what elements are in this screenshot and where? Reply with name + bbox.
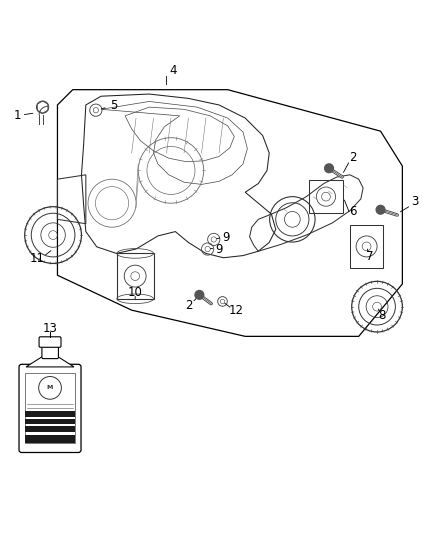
Text: 2: 2 bbox=[185, 300, 192, 312]
Text: 9: 9 bbox=[215, 244, 223, 256]
Text: 9: 9 bbox=[222, 231, 230, 244]
Text: 13: 13 bbox=[42, 322, 57, 335]
Circle shape bbox=[39, 376, 61, 399]
Text: 10: 10 bbox=[128, 286, 143, 299]
Polygon shape bbox=[26, 356, 74, 367]
Text: M: M bbox=[47, 385, 53, 390]
Text: 6: 6 bbox=[349, 205, 357, 219]
FancyBboxPatch shape bbox=[42, 344, 58, 359]
Text: 1: 1 bbox=[14, 109, 21, 123]
Text: 7: 7 bbox=[366, 250, 373, 263]
FancyBboxPatch shape bbox=[25, 426, 75, 432]
Text: 8: 8 bbox=[378, 309, 386, 322]
FancyBboxPatch shape bbox=[25, 419, 75, 424]
Text: 2: 2 bbox=[349, 151, 357, 164]
FancyBboxPatch shape bbox=[25, 374, 75, 443]
Circle shape bbox=[325, 164, 333, 173]
Text: 4: 4 bbox=[170, 64, 177, 77]
FancyBboxPatch shape bbox=[25, 411, 75, 417]
FancyBboxPatch shape bbox=[39, 337, 61, 348]
Circle shape bbox=[376, 205, 385, 214]
Text: 5: 5 bbox=[110, 99, 117, 112]
FancyBboxPatch shape bbox=[19, 364, 81, 453]
Text: 3: 3 bbox=[411, 196, 418, 208]
Text: 12: 12 bbox=[229, 304, 244, 317]
Circle shape bbox=[195, 290, 204, 299]
Text: 11: 11 bbox=[29, 252, 44, 265]
FancyBboxPatch shape bbox=[25, 435, 75, 443]
